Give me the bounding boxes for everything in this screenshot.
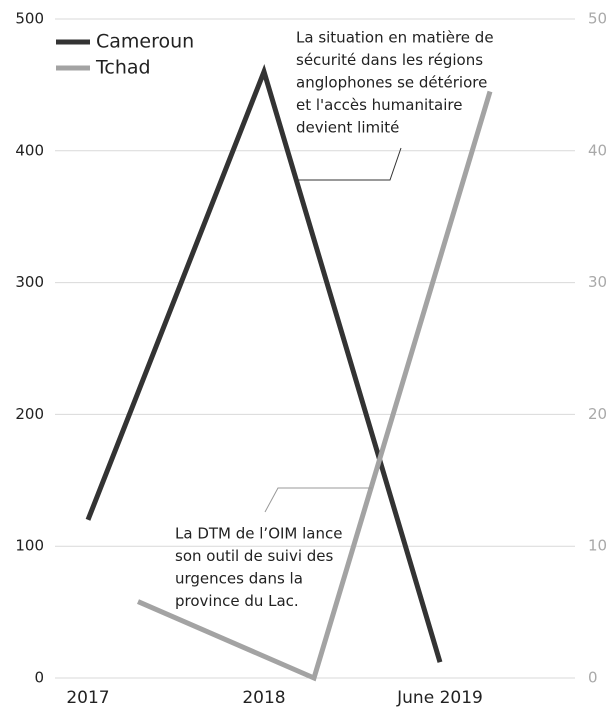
annotation-text: devient limité xyxy=(296,119,399,137)
y2-tick-label: 30 xyxy=(588,273,607,291)
y-tick-label: 100 xyxy=(15,537,44,555)
leader-line xyxy=(296,147,402,181)
leader-line xyxy=(264,487,372,513)
y2-tick-label: 20 xyxy=(588,405,607,423)
y-tick-label: 0 xyxy=(34,669,44,687)
y2-tick-label: 0 xyxy=(588,669,598,687)
x-tick-label: June 2019 xyxy=(396,688,483,708)
annotation-text: et l'accès humanitaire xyxy=(296,96,462,114)
legend-label: Tchad xyxy=(95,57,151,79)
annotation-text: province du Lac. xyxy=(175,592,299,610)
y-tick-label: 500 xyxy=(15,10,44,28)
legend-label: Cameroun xyxy=(96,31,194,53)
y2-tick-label: 50 xyxy=(588,10,607,28)
annotation-text: La DTM de l’OIM lance xyxy=(175,525,342,543)
x-tick-label: 2018 xyxy=(242,688,285,708)
annotation-text: son outil de suivi des xyxy=(175,547,334,565)
y-tick-label: 200 xyxy=(15,405,44,423)
annotation-text: La situation en matière de xyxy=(296,29,494,47)
y2-tick-label: 10 xyxy=(588,537,607,555)
y2-tick-label: 40 xyxy=(588,141,607,159)
y-tick-label: 400 xyxy=(15,141,44,159)
x-tick-label: 2017 xyxy=(66,688,109,708)
annotation-text: urgences dans la xyxy=(175,570,303,588)
series-line xyxy=(137,90,493,682)
annotation-text: sécurité dans les régions xyxy=(296,51,483,69)
annotation-text: anglophones se détériore xyxy=(296,74,487,92)
y-tick-label: 300 xyxy=(15,273,44,291)
series-line xyxy=(85,64,443,663)
